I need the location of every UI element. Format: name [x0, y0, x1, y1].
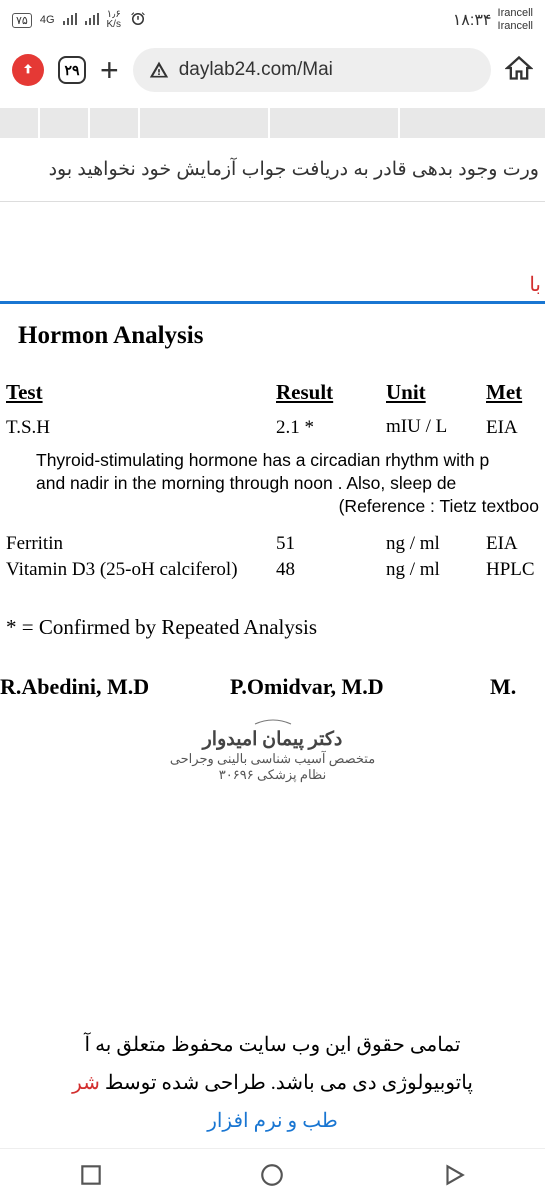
results-table: Test Result Unit Met T.S.H 2.1 * mIU / L…: [0, 380, 545, 581]
section-marker: با: [0, 272, 545, 297]
new-tab-button[interactable]: +: [100, 52, 119, 89]
col-unit: Unit: [386, 380, 486, 405]
browser-toolbar: ۲۹ + daylab24.com/Mai: [0, 40, 545, 100]
confirm-note: * = Confirmed by Repeated Analysis: [0, 585, 545, 640]
doctor-stamp: دکتر پیمان امیدوار متخصص آسیب شناسی بالی…: [0, 714, 545, 783]
back-nav-button[interactable]: [441, 1162, 467, 1188]
tsh-note: Thyroid-stimulating hormone has a circad…: [6, 443, 539, 523]
footer: تمامی حقوق این وب سایت محفوظ متعلق به آ …: [0, 1026, 545, 1140]
debt-notice: ورت وجود بدهی قادر به دریافت جواب آزمایش…: [0, 138, 545, 202]
doctor-1: R.Abedini, M.D: [0, 674, 230, 700]
table-row: Vitamin D3 (25-oH calciferol) 48 ng / ml…: [6, 559, 539, 581]
table-header-stub: [0, 108, 545, 138]
warning-icon: [149, 60, 169, 80]
footer-link[interactable]: طب و نرم افزار: [10, 1102, 535, 1140]
url-bar[interactable]: daylab24.com/Mai: [133, 48, 491, 92]
android-navbar: [0, 1148, 545, 1200]
signal-icon-2: [85, 13, 99, 28]
url-text: daylab24.com/Mai: [179, 59, 333, 81]
col-method: Met: [486, 380, 539, 405]
network-type: 4G: [40, 14, 55, 26]
home-button[interactable]: [505, 54, 533, 87]
table-header-row: Test Result Unit Met: [6, 380, 539, 405]
table-row: Ferritin 51 ng / ml EIA: [6, 533, 539, 555]
doctor-3: M.: [490, 674, 539, 700]
clock-time: ۱۸:۳۴: [453, 10, 492, 30]
signal-icon: [63, 13, 77, 28]
col-result: Result: [276, 380, 386, 405]
alarm-icon: [129, 10, 147, 31]
home-nav-button[interactable]: [259, 1162, 285, 1188]
carrier-label: Irancell Irancell: [498, 7, 533, 33]
col-test: Test: [6, 380, 276, 405]
speed-indicator: ۱٫۶ K/s: [107, 10, 121, 30]
doctors-row: R.Abedini, M.D P.Omidvar, M.D M.: [0, 640, 545, 700]
doctor-2: P.Omidvar, M.D: [230, 674, 490, 700]
upload-button[interactable]: [12, 54, 44, 86]
battery-indicator: ۷۵: [12, 13, 32, 28]
status-bar: ۷۵ 4G ۱٫۶ K/s ۱۸:۳۴ Irancell Irancell: [0, 0, 545, 40]
tab-count-button[interactable]: ۲۹: [58, 56, 86, 84]
section-title: Hormon Analysis: [0, 304, 545, 350]
table-row: T.S.H 2.1 * mIU / L EIA: [6, 417, 539, 439]
recent-apps-button[interactable]: [78, 1162, 104, 1188]
